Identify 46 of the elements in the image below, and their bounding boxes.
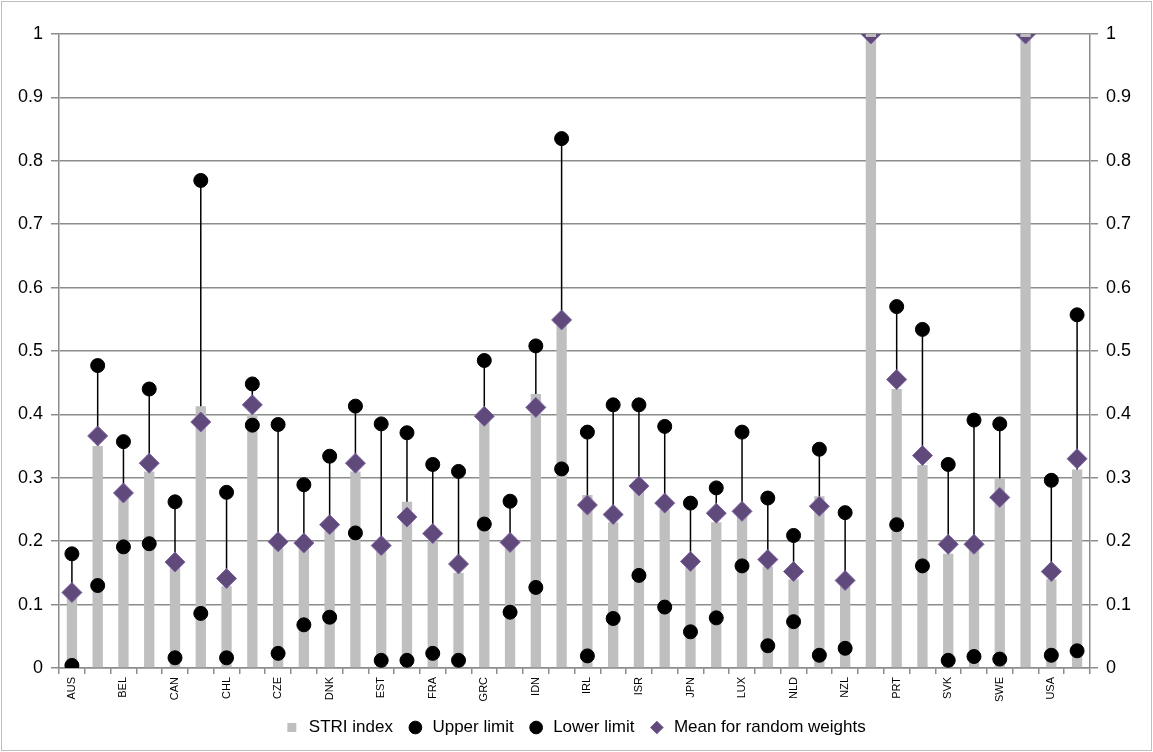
y-tick-label: 0.1 — [17, 593, 44, 614]
y2-tick-label: 1 — [1105, 22, 1116, 43]
y2-tick-label: 0.7 — [1105, 213, 1132, 234]
legend-label: STRI index — [308, 717, 394, 737]
x-tick-label: GRC — [477, 676, 490, 702]
y2-tick-label: 0 — [1105, 656, 1116, 677]
x-tick-label: PRT — [889, 676, 902, 699]
x-tick-label: USA — [1044, 676, 1057, 700]
y-tick-label: 0.7 — [17, 213, 44, 234]
y2-tick-label: 0.1 — [1105, 593, 1132, 614]
y2-tick-label: 0.9 — [1105, 86, 1132, 107]
x-tick-label: JPN — [683, 676, 696, 698]
x-tick-label: IDN — [528, 676, 541, 696]
x-tick-label: BEL — [116, 676, 129, 698]
x-tick-label: CHL — [219, 676, 232, 699]
y2-tick-label: 0.8 — [1105, 149, 1132, 170]
x-tick-label: SVK — [941, 676, 954, 699]
x-tick-label: LUX — [735, 676, 748, 699]
x-tick-label: NLD — [786, 676, 799, 699]
y2-tick-label: 0.3 — [1105, 466, 1132, 487]
x-tick-label: SWE — [992, 676, 1005, 703]
x-tick-label: FRA — [425, 676, 438, 699]
y-tick-label: 0 — [33, 656, 44, 677]
legend-label: Lower limit — [553, 717, 635, 737]
x-tick-label: CZE — [271, 676, 284, 699]
y-tick-label: 0.4 — [17, 403, 44, 424]
y-tick-label: 1 — [33, 22, 44, 43]
legend-label: Upper limit — [432, 717, 514, 737]
y2-tick-label: 0.2 — [1105, 530, 1132, 551]
x-tick-label: NZL — [838, 676, 851, 698]
y-tick-label: 0.9 — [17, 86, 44, 107]
y2-tick-label: 0.5 — [1105, 339, 1132, 360]
x-tick-label: EST — [374, 676, 387, 699]
x-tick-label: AUS — [64, 676, 77, 700]
x-tick-label: IRL — [580, 676, 593, 695]
y-tick-label: 0.3 — [17, 466, 44, 487]
x-tick-label: ISR — [631, 676, 644, 696]
x-tick-label: DNK — [322, 676, 335, 701]
x-tick-label: CAN — [168, 676, 181, 701]
y2-tick-label: 0.6 — [1105, 276, 1132, 297]
y2-tick-label: 0.4 — [1105, 403, 1132, 424]
y-tick-label: 0.6 — [17, 276, 44, 297]
y-tick-label: 0.5 — [17, 339, 44, 360]
legend-label: Mean for random weights — [673, 717, 866, 737]
y-tick-label: 0.8 — [17, 149, 44, 170]
y-tick-label: 0.2 — [17, 530, 44, 551]
